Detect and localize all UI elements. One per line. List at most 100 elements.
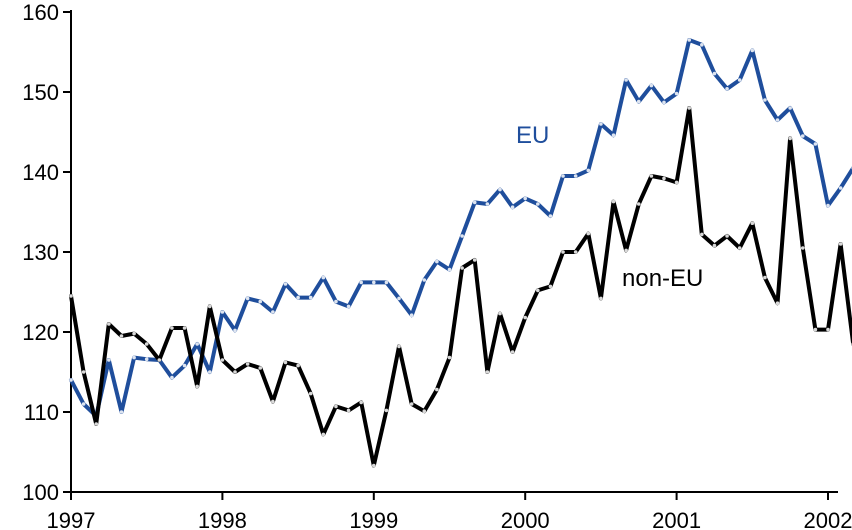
eu-point	[233, 328, 237, 333]
non-eu-point	[561, 250, 565, 254]
eu-point	[321, 275, 326, 280]
eu-point	[536, 202, 540, 206]
eu-point	[788, 106, 792, 110]
eu-point	[245, 296, 250, 301]
y-tick-label: 120	[22, 320, 59, 345]
eu-series	[69, 38, 852, 418]
non-eu-point	[283, 360, 288, 365]
eu-point	[271, 310, 275, 314]
series-layer	[69, 38, 852, 468]
non-eu-point	[170, 326, 174, 330]
eu-point	[81, 402, 86, 406]
non-eu-point	[536, 288, 540, 293]
non-eu-point	[233, 370, 237, 374]
non-eu-point	[763, 275, 767, 280]
non-eu-point	[409, 402, 414, 406]
non-eu-point	[195, 384, 199, 389]
non-eu-point	[435, 387, 439, 392]
eu-point	[636, 99, 641, 104]
non-eu-point	[611, 199, 616, 204]
non-eu-point	[119, 334, 124, 338]
x-tick-label: 1998	[198, 508, 247, 530]
x-tick-label: 2002	[804, 508, 852, 530]
non-eu-point	[485, 370, 490, 374]
non-eu-point	[599, 296, 603, 301]
eu-line	[69, 38, 852, 418]
eu-point	[372, 280, 376, 285]
eu-point	[220, 310, 225, 314]
non-eu-point	[838, 242, 843, 246]
non-eu-point	[296, 363, 300, 368]
y-tick-label: 160	[22, 0, 59, 25]
eu-point	[813, 142, 818, 146]
non-eu-point	[775, 301, 780, 306]
non-eu-point	[182, 326, 187, 330]
eu-point	[662, 100, 666, 105]
eu-point	[561, 174, 565, 178]
eu-point	[485, 202, 490, 206]
x-tick-label: 1999	[349, 508, 398, 530]
non-eu-point	[447, 355, 452, 360]
eu-point	[296, 295, 300, 300]
non-eu-point	[548, 284, 553, 289]
non-eu-point	[737, 246, 742, 250]
non-eu-point	[397, 344, 401, 349]
non-eu-point	[510, 350, 515, 354]
non-eu-point	[460, 266, 464, 270]
non-eu-point	[662, 176, 666, 181]
non-eu-point	[422, 409, 427, 414]
non-eu-point	[700, 232, 704, 237]
eu-point	[775, 118, 780, 122]
eu-point	[674, 91, 679, 96]
y-tick-label: 140	[22, 160, 59, 185]
eu-point	[447, 267, 452, 272]
x-tick-label: 1997	[47, 508, 96, 530]
non-eu-point	[813, 327, 818, 332]
eu-point	[737, 78, 742, 82]
eu-point	[435, 259, 439, 264]
x-tick-label: 2001	[652, 508, 701, 530]
non-eu-point	[725, 234, 729, 238]
non-eu-point	[687, 106, 692, 110]
eu-point	[750, 48, 755, 53]
eu-point	[725, 87, 729, 91]
non-eu-point	[207, 304, 212, 309]
non-eu-point	[245, 362, 250, 366]
non-eu-series	[69, 106, 852, 468]
eu-point	[599, 122, 603, 126]
non-eu-point	[157, 358, 162, 362]
eu-point	[207, 370, 212, 374]
non-eu-point	[674, 180, 679, 185]
non-eu-point	[220, 358, 225, 362]
non-eu-point	[81, 370, 86, 374]
eu-point	[649, 83, 654, 88]
eu-point	[132, 355, 136, 360]
non-eu-point	[384, 408, 389, 413]
eu-point	[334, 299, 338, 304]
non-eu-point	[573, 250, 578, 254]
y-tick-label: 150	[22, 80, 59, 105]
non-eu-point	[308, 391, 313, 396]
non-eu-point	[69, 294, 73, 298]
eu-point	[498, 187, 502, 192]
eu-series-label: EU	[516, 122, 549, 149]
non-eu-point	[271, 399, 275, 404]
eu-point	[359, 280, 363, 285]
non-eu-point	[800, 246, 805, 250]
non-eu-point	[788, 136, 792, 141]
non-eu-point	[321, 432, 326, 437]
eu-point	[422, 278, 427, 282]
eu-point	[460, 234, 464, 238]
eu-point	[195, 342, 199, 346]
eu-point	[763, 98, 767, 102]
non-eu-point	[498, 311, 502, 316]
eu-point	[119, 410, 124, 414]
non-eu-point	[359, 400, 363, 405]
eu-point	[573, 174, 578, 178]
eu-point	[624, 78, 628, 82]
eu-point	[258, 299, 263, 304]
non-eu-point	[144, 342, 149, 346]
eu-point	[687, 38, 692, 42]
eu-point	[712, 71, 717, 76]
